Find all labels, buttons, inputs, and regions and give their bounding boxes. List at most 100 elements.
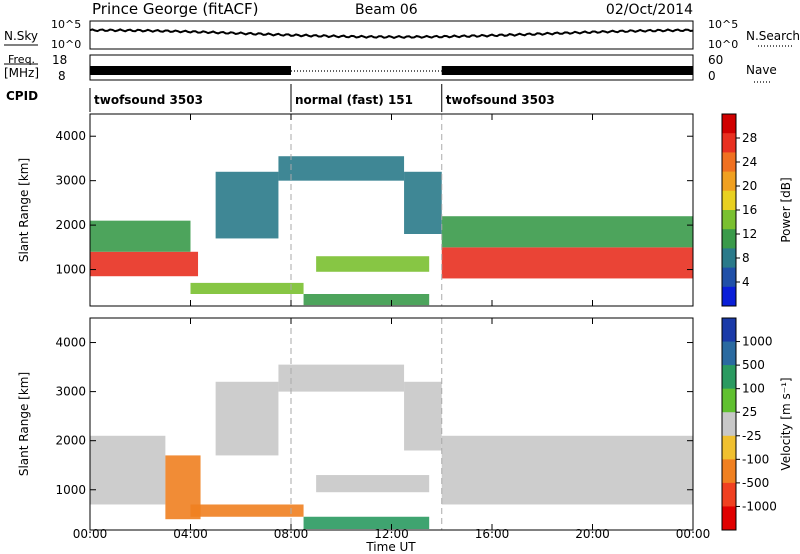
data-band — [441, 435, 693, 505]
freq-tick-top: 18 — [52, 53, 67, 67]
colorbar-swatch — [722, 506, 736, 531]
colorbar-tick-label: 4 — [742, 275, 750, 289]
nave-tick-top: 60 — [708, 53, 723, 67]
data-band — [190, 504, 304, 517]
colorbar-swatch — [722, 114, 736, 134]
nave-label: Nave — [746, 63, 777, 77]
cpid-segment-label: twofsound 3503 — [446, 93, 555, 107]
nsky-tick-top: 10^5 — [51, 18, 81, 31]
freq-tick-bottom: 8 — [58, 69, 66, 83]
cpid-segments: twofsound 3503 normal (fast) 151 twofsound… — [89, 84, 555, 112]
cpid-segment-label: normal (fast) 151 — [295, 93, 413, 107]
colorbar-swatch — [722, 388, 736, 413]
data-band — [404, 381, 442, 451]
colorbar-tick-label: 25 — [742, 405, 757, 419]
freq-bars — [90, 66, 693, 75]
y-tick-label: 1000 — [55, 483, 86, 497]
data-band — [190, 282, 304, 294]
data-band — [303, 516, 430, 530]
colorbar-tick-label: 100 — [742, 382, 765, 396]
colorbar-swatch — [722, 171, 736, 192]
x-tick-label: 16:00 — [475, 527, 510, 541]
y-axis-label: Slant Range [km] — [17, 158, 31, 262]
data-band — [215, 171, 279, 239]
colorbar-swatch — [722, 267, 736, 288]
date-title: 02/Oct/2014 — [606, 2, 693, 18]
beam-title: Beam 06 — [355, 2, 418, 18]
colorbar-tick-label: 8 — [742, 251, 750, 265]
data-band — [316, 475, 430, 493]
y-tick-label: 3000 — [55, 385, 86, 399]
colorbar-label: Velocity [m s⁻¹] — [779, 377, 793, 470]
colorbar-swatch — [722, 341, 736, 366]
colorbar-swatch — [722, 133, 736, 153]
colorbar-tick-label: -1000 — [742, 499, 777, 513]
nsearch-tick-top: 10^5 — [708, 18, 738, 31]
cpid-segment-label: twofsound 3503 — [94, 93, 203, 107]
colorbar-tick-label: -25 — [742, 429, 762, 443]
nsky-panel — [89, 20, 694, 50]
colorbar-swatch — [722, 318, 736, 343]
x-tick-label: 08:00 — [274, 527, 309, 541]
colorbar-swatch — [722, 365, 736, 390]
freq-label: Freq. — [8, 53, 35, 66]
freq-units: [MHz] — [4, 66, 39, 80]
colorbar-label: Power [dB] — [779, 177, 793, 242]
data-band — [441, 216, 693, 248]
data-band — [303, 294, 430, 306]
nsky-label: N.Sky — [4, 29, 38, 43]
freq-bar-segment — [90, 66, 291, 75]
data-band — [90, 435, 166, 505]
colorbar-swatch — [722, 190, 736, 211]
colorbar-tick-label: 1000 — [742, 335, 773, 349]
x-tick-label: 20:00 — [575, 527, 610, 541]
time-axis: 00:00 04:00 08:00 12:00 16:00 20:00 00:00 — [73, 114, 711, 541]
colorbar-swatch — [722, 482, 736, 507]
nave-tick-bottom: 0 — [708, 69, 716, 83]
y-tick-label: 2000 — [55, 434, 86, 448]
colorbar-tick-label: -500 — [742, 476, 769, 490]
x-axis-label: Time UT — [365, 540, 416, 554]
data-band — [278, 364, 405, 392]
colorbar-swatch — [722, 286, 736, 307]
colorbar-swatch — [722, 152, 736, 173]
freq-bar-segment — [441, 66, 693, 75]
colorbar-swatch — [722, 459, 736, 484]
y-tick-label: 4000 — [55, 336, 86, 350]
data-band — [90, 251, 199, 277]
cpid-label: CPID — [6, 89, 38, 103]
colorbar-tick-label: 20 — [742, 179, 757, 193]
nsky-trace — [89, 28, 694, 39]
nsearch-tick-bottom: 10^0 — [708, 38, 738, 51]
colorbar-tick-label: 28 — [742, 131, 757, 145]
x-tick-label: 12:00 — [374, 527, 409, 541]
data-band — [441, 247, 693, 279]
data-band — [404, 171, 442, 234]
colorbar-tick-label: 16 — [742, 203, 757, 217]
colorbar-swatch — [722, 435, 736, 460]
x-tick-label: 00:00 — [73, 527, 108, 541]
colorbar-swatch — [722, 248, 736, 269]
y-axis-label: Slant Range [km] — [17, 372, 31, 476]
data-band — [90, 220, 191, 252]
data-band — [316, 256, 430, 272]
colorbar-swatch — [722, 210, 736, 230]
colorbar-tick-label: -100 — [742, 452, 769, 466]
y-tick-label: 1000 — [55, 263, 86, 277]
colorbar-tick-label: 500 — [742, 358, 765, 372]
colorbar-frame — [721, 317, 737, 531]
station-title: Prince George (fitACF) — [92, 0, 258, 18]
y-tick-label: 2000 — [55, 218, 86, 232]
y-tick-label: 3000 — [55, 174, 86, 188]
x-tick-label: 04:00 — [173, 527, 208, 541]
y-tick-label: 4000 — [55, 129, 86, 143]
data-band — [215, 381, 279, 456]
x-tick-label: 00:00 — [676, 527, 711, 541]
colorbar-swatch — [722, 412, 736, 437]
colorbar-swatch — [722, 229, 736, 249]
power-panel: 1000 2000 3000 4000 Slant Range [km] 28 24 20 16… — [17, 113, 793, 307]
colorbar-tick-label: 24 — [742, 155, 757, 169]
colorbar-tick-label: 12 — [742, 227, 757, 241]
velocity-panel: 1000 2000 3000 4000 Slant Range [km] 1000 500 1… — [17, 317, 793, 531]
